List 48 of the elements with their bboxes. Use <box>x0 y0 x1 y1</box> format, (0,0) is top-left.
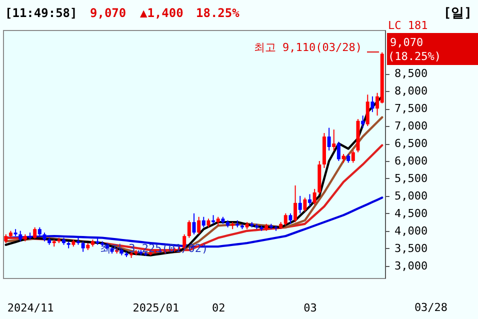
candlestick <box>336 141 340 162</box>
candlestick <box>312 188 316 206</box>
candlestick <box>33 226 37 240</box>
candlestick <box>361 115 365 128</box>
text: 9,070 <box>90 6 126 20</box>
candlestick <box>327 127 331 152</box>
x-tick-label: 03 <box>304 302 317 314</box>
y-tick-label: 7,000 <box>394 120 428 133</box>
candlestick <box>202 216 206 228</box>
x-tick-label: 2024/11 <box>7 302 54 314</box>
candlestick <box>303 197 307 212</box>
candlestick <box>192 212 196 235</box>
candlestick <box>308 194 312 207</box>
candlestick <box>288 212 292 224</box>
candlestick <box>187 220 191 238</box>
chart-title: [11:49:58] <box>5 6 78 20</box>
y-tick-label: 3,000 <box>394 259 428 272</box>
candlestick <box>294 184 298 223</box>
text: 18.25% <box>196 6 240 20</box>
candlestick <box>298 195 302 214</box>
y-tick-label: 3,500 <box>394 242 428 255</box>
y-tick-label: 6,000 <box>394 154 428 168</box>
y-tick-label: 4,500 <box>394 206 428 220</box>
y-tick-label: 7,500 <box>394 102 428 116</box>
y-tick-label: 6,500 <box>394 137 428 150</box>
y-tick-label: 8,500 <box>394 67 428 80</box>
candlestick <box>81 240 85 252</box>
y-tick-label: 8,000 <box>394 84 428 98</box>
candlestick <box>284 212 288 226</box>
candlestick <box>351 150 355 164</box>
candlestick <box>366 94 370 127</box>
candlestick <box>370 96 374 113</box>
text: 9,070 <box>390 36 424 49</box>
y-tick-label: 5,000 <box>394 189 428 202</box>
text: (18.25%) <box>388 50 441 63</box>
x-tick-label: 2025/01 <box>132 302 180 314</box>
text: ▲1,400 <box>140 6 184 20</box>
text: 03/28 <box>414 301 448 314</box>
candlestick <box>197 216 201 235</box>
x-tick-label: 02 <box>212 302 226 314</box>
y-tick-label: 5,500 <box>394 172 428 185</box>
text: LC 181 <box>388 19 428 32</box>
annotation: 최고 9,110(03/28) <box>254 41 362 54</box>
candlestick <box>18 230 22 242</box>
y-tick-label: 4,000 <box>394 224 428 238</box>
candlestick <box>332 129 336 152</box>
annotation: 최저 3,225(01/02) <box>100 242 208 255</box>
text: [일] <box>443 6 472 21</box>
